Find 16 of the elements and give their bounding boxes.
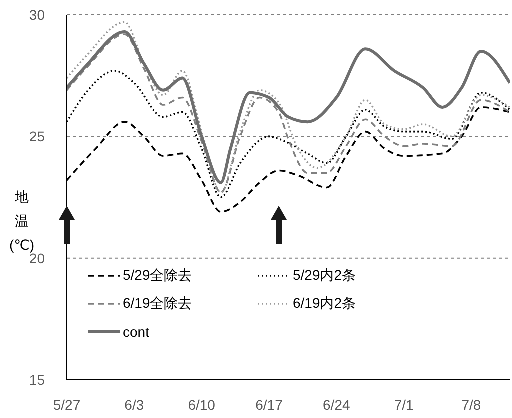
y-axis-title: 地温(℃) xyxy=(8,188,36,254)
y-tick-label: 30 xyxy=(29,6,46,23)
legend-label: 6/19全除去 xyxy=(123,295,192,313)
x-tick-label: 7/8 xyxy=(462,396,482,413)
y-tick-label: 15 xyxy=(29,372,46,388)
legend-label: 6/19内2条 xyxy=(293,295,356,313)
x-tick-label: 6/10 xyxy=(188,396,216,413)
x-tick-label: 6/24 xyxy=(323,396,350,413)
x-tick-label: 6/17 xyxy=(256,396,284,413)
legend-label: 5/29全除去 xyxy=(123,267,192,285)
x-tick-label: 7/1 xyxy=(394,396,414,413)
x-tick-label: 6/3 xyxy=(124,396,144,413)
legend-label: 5/29内2条 xyxy=(293,267,356,285)
y-tick-label: 25 xyxy=(29,128,46,145)
legend-label: cont xyxy=(123,324,150,340)
x-tick-label: 5/27 xyxy=(53,396,81,413)
